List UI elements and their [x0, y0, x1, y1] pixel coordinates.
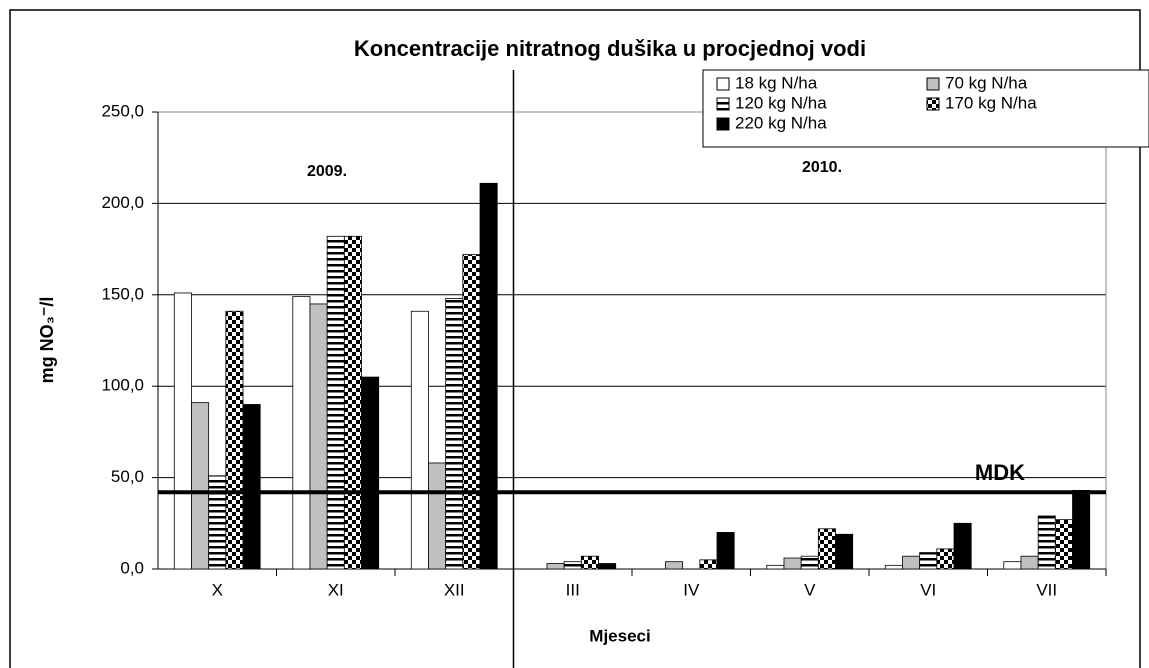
bar [326, 235, 345, 570]
legend-swatch [716, 117, 730, 131]
bar [919, 552, 938, 570]
bar [1037, 515, 1056, 570]
x-tick-label: VI [920, 580, 936, 599]
bar [309, 303, 328, 570]
bar [242, 404, 261, 570]
bar [191, 402, 210, 570]
bar [462, 254, 481, 570]
y-tick-label: 50,0 [111, 467, 144, 486]
bar [716, 532, 735, 570]
bar [1072, 489, 1091, 570]
bar [343, 235, 362, 570]
bar [665, 561, 684, 570]
y-tick-label: 250,0 [101, 101, 144, 120]
bar [428, 462, 447, 570]
bar [598, 563, 617, 570]
bar [1054, 519, 1073, 570]
bar [936, 548, 955, 570]
y-axis-label: mg NO₃⁻/l [37, 297, 57, 384]
bar [1003, 561, 1022, 570]
y-tick-label: 150,0 [101, 284, 144, 303]
bar [580, 555, 599, 570]
x-axis-label: Mjeseci [589, 626, 650, 645]
legend-swatch [716, 97, 730, 111]
bar [292, 296, 311, 570]
x-tick-label: IV [683, 580, 700, 599]
bar [361, 376, 380, 570]
bar [817, 528, 836, 570]
x-tick-label: VII [1036, 580, 1057, 599]
annotation: 2009. [307, 163, 347, 180]
legend-box [702, 69, 1149, 148]
bar [546, 563, 565, 570]
x-tick-label: XII [444, 580, 465, 599]
bar [902, 555, 921, 570]
legend-label: 120 kg N/ha [735, 93, 827, 112]
annotation: 2010. [802, 159, 842, 176]
bar [563, 561, 582, 570]
bar [410, 310, 429, 570]
y-tick-label: 0,0 [120, 558, 144, 577]
bar [766, 564, 785, 570]
bar [884, 564, 903, 570]
bar [783, 557, 802, 570]
y-tick-label: 100,0 [101, 376, 144, 395]
bar [479, 182, 498, 570]
frame [9, 9, 1141, 668]
x-tick-label: XI [328, 580, 344, 599]
legend-label: 18 kg N/ha [735, 73, 818, 92]
x-tick-label: V [804, 580, 816, 599]
x-tick-label: III [566, 580, 580, 599]
legend-label: 70 kg N/ha [945, 73, 1028, 92]
legend-swatch [926, 97, 940, 111]
bar [208, 475, 227, 570]
bar [445, 298, 464, 570]
chart-title: Koncentracije nitratnog dušika u procjed… [354, 36, 866, 61]
legend-label: 220 kg N/ha [735, 113, 827, 132]
bar [173, 292, 192, 570]
bar [699, 559, 718, 570]
legend-swatch [926, 77, 940, 91]
reference-label: MDK [975, 460, 1025, 485]
bar [800, 555, 819, 570]
legend-label: 170 kg N/ha [945, 93, 1037, 112]
bar [225, 310, 244, 570]
bar [835, 533, 854, 570]
x-tick-label: X [212, 580, 223, 599]
bar [1020, 555, 1039, 570]
legend-swatch [716, 77, 730, 91]
y-tick-label: 200,0 [101, 193, 144, 212]
bar [953, 522, 972, 570]
